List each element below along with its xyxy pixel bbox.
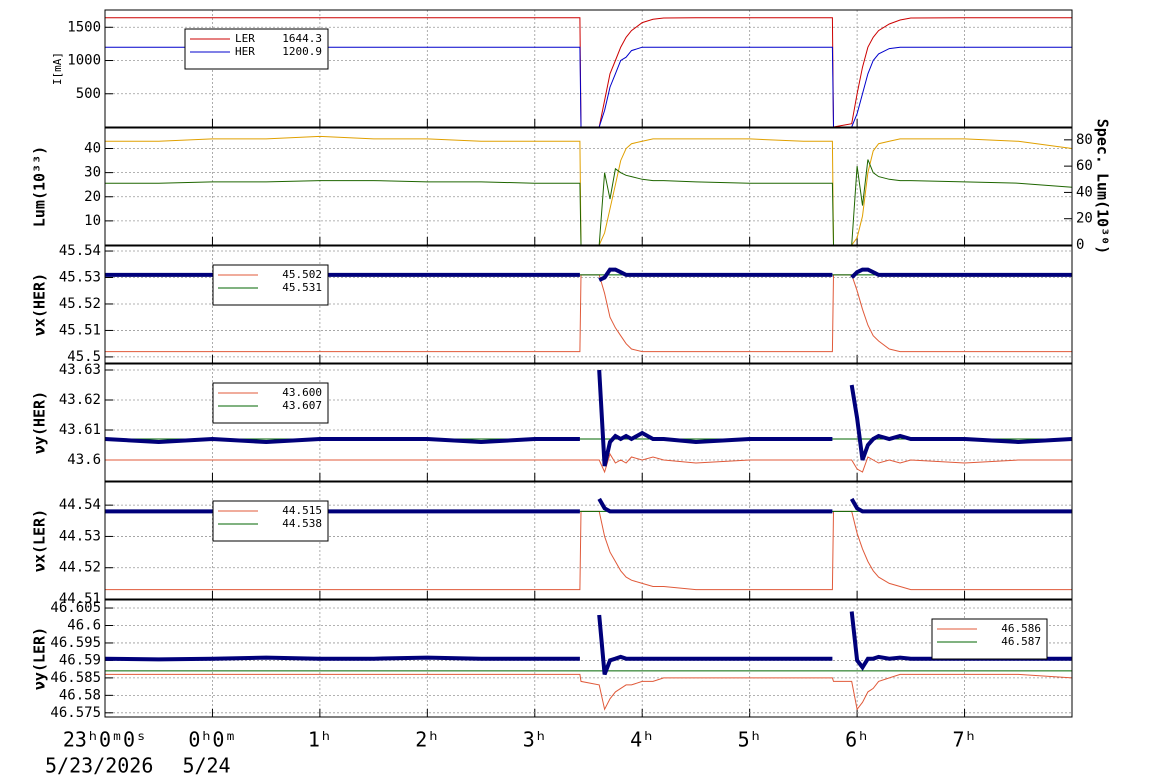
legend-value: 1200.9 [282,45,322,58]
y-tick-label: 45.5 [67,349,101,365]
legend-label: 44.515 [282,504,322,517]
legend-label: 43.607 [282,399,322,412]
panel-frame [104,481,1073,600]
y2-axis-label: Spec. Lum(10³⁰) [1094,119,1112,254]
y-tick-label: 500 [76,86,101,102]
y-tick-label: 44.54 [59,497,101,513]
legend-label: 46.587 [1001,635,1041,648]
y-axis-label: νx(LER) [31,509,49,572]
panel-frame [104,9,1073,128]
y-tick-label: 44.51 [59,591,101,607]
y-axis-label: νy(HER) [31,391,49,454]
y-tick-label: 46.575 [50,705,101,721]
x-tick-label: 5ʰ [738,728,762,752]
y-tick-label: 45.54 [59,243,101,259]
legend: LER 1644.3 HER 1200.9 [184,28,329,70]
legend-label: 45.502 [282,268,322,281]
y-tick-label: 20 [84,189,101,205]
legend-box [931,618,1048,660]
x-date-label: 5/23/2026 [45,754,153,778]
x-tick-label: 3ʰ [523,728,547,752]
y2-tick-label: 20 [1076,211,1093,227]
x-tick-label: 7ʰ [953,728,977,752]
legend-label: HER [235,45,255,58]
legend-box [212,500,329,542]
y-tick-label: 10 [84,213,101,229]
y-tick-label: 43.6 [67,452,101,468]
legend-label: LER [235,32,255,45]
x-tick-label: 23ʰ0ᵐ0ˢ [63,728,147,752]
y2-tick-label: 60 [1076,158,1093,174]
legend-label: 45.531 [282,281,322,294]
series-line [105,135,1073,246]
y-tick-label: 46.585 [50,670,101,686]
series-line [105,267,1072,282]
y-tick-label: 1000 [67,53,101,69]
panel-frame [104,127,1073,246]
legend-box [184,28,329,70]
panel-frame [104,599,1073,718]
y-tick-label: 44.52 [59,560,101,576]
y-tick-label: 43.62 [59,392,101,408]
legend-box [212,264,329,306]
series-line [105,497,1072,514]
panel-frame [104,363,1073,482]
series-line [104,369,1073,467]
series-line [105,46,1072,128]
y-tick-label: 46.595 [50,635,101,651]
y-tick-label: 40 [84,141,101,157]
series-line [105,510,1072,591]
series-line [105,673,1073,711]
y-tick-label: 43.63 [59,362,101,378]
series-line [105,452,1072,474]
y-tick-label: 46.6 [67,617,101,633]
y-tick-label: 45.53 [59,270,101,286]
y-tick-label: 45.52 [59,296,101,312]
x-tick-label: 2ʰ [415,728,439,752]
x-tick-label: 0ʰ0ᵐ [188,728,236,752]
y2-tick-label: 80 [1076,132,1093,148]
y-axis-label: νy(LER) [31,627,49,690]
x-tick-label: 1ʰ [308,728,332,752]
legend-label: 43.600 [282,386,322,399]
y-axis-label: Lum(10³³) [31,146,49,227]
y-axis-label: νx(HER) [31,273,49,336]
y-tick-label: 45.51 [59,322,101,338]
y-tick-label: 44.53 [59,528,101,544]
y-axis-label: I[mA] [51,52,64,85]
x-tick-label: 6ʰ [845,728,869,752]
legend-label: 46.586 [1001,622,1041,635]
y-tick-label: 46.59 [59,652,101,668]
legend-value: 1644.3 [282,32,322,45]
panel-frame [104,245,1073,364]
y-tick-label: 1500 [67,19,101,35]
y-tick-label: 46.605 [50,600,101,616]
y2-tick-label: 40 [1076,184,1093,200]
legend-label: 44.538 [282,517,322,530]
series-line [105,274,1072,353]
y-tick-label: 46.58 [59,687,101,703]
series-line [105,17,1072,128]
series-line [105,159,1073,246]
legend-box [212,382,329,424]
y-tick-label: 43.61 [59,422,101,438]
y2-tick-label: 0 [1076,237,1084,253]
y-tick-label: 30 [84,165,101,181]
x-date-label: 5/24 [182,754,230,778]
x-tick-label: 4ʰ [630,728,654,752]
